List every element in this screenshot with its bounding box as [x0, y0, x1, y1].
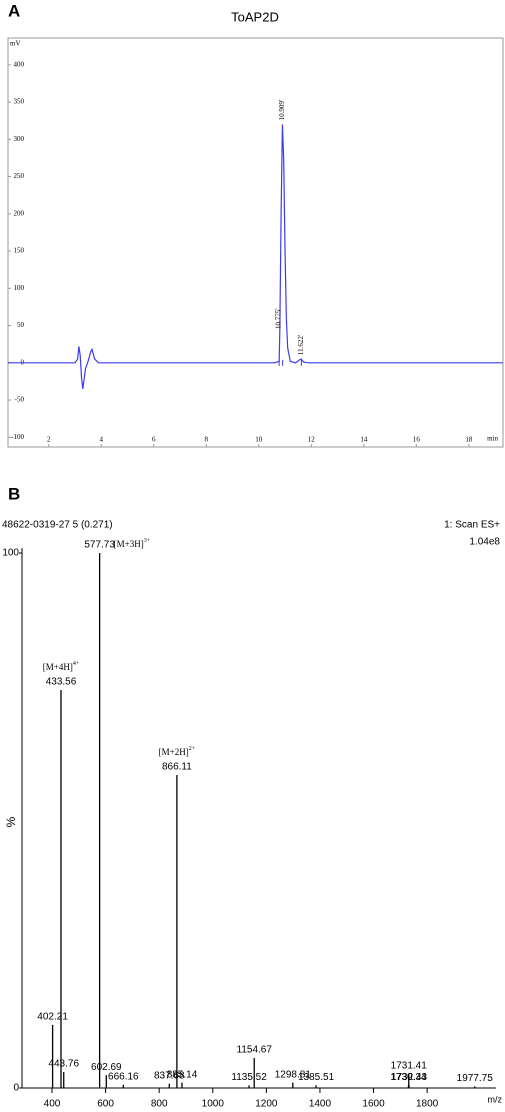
peak-mz-label: 1731.41 [391, 1061, 428, 1072]
x-tick-label: 14 [360, 436, 368, 444]
x-axis-label: min [487, 435, 498, 443]
panel-label: B [8, 484, 20, 503]
peak-mz-label: 1732.43 [391, 1072, 428, 1083]
scan-label: 1: Scan ES+ [444, 520, 500, 531]
peak-label: 11.622' [297, 335, 305, 355]
peak-mz-label: 433.56 [46, 677, 77, 688]
x-tick-label: 16 [413, 436, 421, 444]
x-tick-label: 1000 [202, 1099, 225, 1110]
x-tick-label: 1800 [416, 1099, 439, 1110]
scale-label: 1.04e8 [469, 537, 500, 548]
ion-formula: [M+4H] [43, 662, 73, 672]
x-tick-label: 800 [151, 1099, 168, 1110]
spectrum-title: 48622-0319-27 5 (0.271) [2, 520, 113, 531]
y-tick-label: 150 [14, 247, 25, 255]
ion-formula: [M+3H] [114, 539, 144, 549]
chart-title: ToAP2D [231, 9, 279, 24]
x-tick-label: 18 [465, 436, 473, 444]
y-tick-label: -100 [11, 433, 24, 441]
peak-mz-label: 885.14 [167, 1069, 198, 1080]
y-axis-label: mV [10, 40, 21, 48]
ion-charge: 4+ [73, 661, 80, 667]
y-tick-label: -50 [15, 396, 25, 404]
panel-label: A [8, 1, 20, 20]
x-axis-label: m/z [488, 1094, 503, 1104]
y-tick-label: 100 [14, 284, 25, 292]
x-tick-label: 12 [308, 436, 316, 444]
peak-label: 10.909' [278, 100, 286, 121]
x-tick-label: 4 [99, 436, 103, 444]
y-tick-label: 200 [14, 209, 25, 217]
chromatogram-line [8, 124, 503, 389]
x-tick-label: 1400 [309, 1099, 332, 1110]
x-tick-label: 1200 [255, 1099, 278, 1110]
x-tick-label: 600 [97, 1099, 114, 1110]
peak-mz-label: 402.21 [37, 1012, 68, 1023]
x-tick-label: 10 [255, 436, 263, 444]
ion-charge: 2+ [189, 746, 196, 752]
peak-label: 10.775' [275, 309, 283, 330]
peak-mz-label: 1298.81 [275, 1069, 312, 1080]
peak-mz-label: 1154.67 [237, 1045, 273, 1056]
ion-annotation: [M+4H]4+ [43, 661, 80, 672]
ion-charge: 3+ [144, 538, 151, 544]
y-tick-label: 250 [14, 172, 25, 180]
ion-annotation: [M+3H]3+ [114, 538, 151, 549]
ion-formula: [M+2H] [159, 747, 189, 757]
y-tick-label: 350 [14, 98, 25, 106]
x-tick-label: 8 [205, 436, 209, 444]
y-tick-label: 100 [2, 548, 19, 559]
y-tick-label: 300 [14, 135, 25, 143]
peak-mz-label: 666.16 [108, 1071, 139, 1082]
y-axis-label: % [4, 816, 18, 827]
x-tick-label: 6 [152, 436, 156, 444]
y-tick-label: 400 [14, 60, 25, 68]
y-tick-label: 50 [17, 321, 25, 329]
peak-mz-label: 1977.75 [457, 1073, 494, 1084]
peak-mz-label: 577.73 [84, 540, 115, 551]
peak-mz-label: 837.68 [154, 1070, 185, 1081]
peak-mz-label: 1385.51 [298, 1072, 335, 1083]
x-tick-label: 2 [47, 436, 51, 444]
peak-mz-label: 443.76 [48, 1059, 79, 1070]
peak-mz-label: 866.11 [162, 762, 192, 773]
peak-mz-label: 602.69 [91, 1062, 122, 1073]
plot-frame [7, 37, 504, 448]
ion-annotation: [M+2H]2+ [159, 746, 196, 757]
x-tick-label: 400 [44, 1099, 61, 1110]
peak-mz-label: 1135.52 [231, 1072, 267, 1083]
y-tick-label: 0 [13, 1083, 19, 1094]
x-tick-label: 1600 [362, 1099, 385, 1110]
